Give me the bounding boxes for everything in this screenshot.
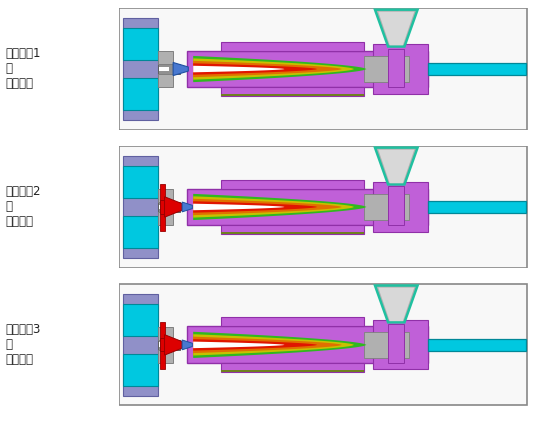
Bar xyxy=(364,57,410,83)
Bar xyxy=(221,232,364,235)
Bar xyxy=(159,68,169,72)
FancyBboxPatch shape xyxy=(120,285,527,405)
Bar xyxy=(428,64,526,76)
Polygon shape xyxy=(193,202,317,213)
Polygon shape xyxy=(193,59,354,80)
Bar xyxy=(221,180,364,189)
Polygon shape xyxy=(193,332,367,358)
Polygon shape xyxy=(193,61,342,78)
Bar xyxy=(160,352,164,369)
Bar xyxy=(388,49,404,88)
Bar xyxy=(428,339,526,351)
Polygon shape xyxy=(193,197,354,218)
Polygon shape xyxy=(378,150,414,184)
Polygon shape xyxy=(193,67,285,73)
FancyBboxPatch shape xyxy=(120,9,527,130)
Bar xyxy=(160,184,164,203)
Bar xyxy=(123,354,157,386)
Bar xyxy=(221,95,364,97)
Polygon shape xyxy=(182,340,192,350)
Bar xyxy=(160,322,164,340)
Bar xyxy=(364,332,410,358)
Bar xyxy=(160,214,164,231)
Bar xyxy=(372,183,428,232)
Bar xyxy=(157,65,180,75)
Bar xyxy=(372,321,428,370)
Text: 注塑过程3
：
保压冷却: 注塑过程3 ： 保压冷却 xyxy=(5,322,41,366)
Bar xyxy=(188,327,428,363)
Bar xyxy=(221,370,364,372)
Bar xyxy=(157,75,173,88)
Bar xyxy=(157,350,173,363)
Bar xyxy=(157,340,180,350)
Polygon shape xyxy=(193,194,367,221)
Bar xyxy=(123,294,157,396)
Polygon shape xyxy=(193,337,342,353)
Polygon shape xyxy=(375,286,418,322)
Polygon shape xyxy=(164,335,182,355)
Bar xyxy=(188,52,428,88)
Bar xyxy=(160,201,164,214)
FancyBboxPatch shape xyxy=(120,147,527,268)
Bar xyxy=(221,88,364,97)
Bar xyxy=(159,343,169,347)
Bar xyxy=(157,190,173,203)
Polygon shape xyxy=(164,197,182,218)
Bar xyxy=(157,52,173,65)
Polygon shape xyxy=(193,342,285,348)
Polygon shape xyxy=(375,148,418,185)
Polygon shape xyxy=(173,63,188,77)
Bar xyxy=(159,205,169,210)
Bar xyxy=(221,363,364,372)
Polygon shape xyxy=(193,335,354,356)
Bar xyxy=(221,226,364,235)
Bar xyxy=(123,216,157,249)
Polygon shape xyxy=(378,12,414,46)
Bar xyxy=(364,194,410,221)
Bar xyxy=(372,45,428,94)
Polygon shape xyxy=(193,57,367,83)
Bar xyxy=(428,202,526,213)
Bar xyxy=(123,29,157,61)
Bar xyxy=(157,212,173,225)
Polygon shape xyxy=(182,203,192,212)
Polygon shape xyxy=(193,200,342,216)
Polygon shape xyxy=(193,64,317,76)
Bar xyxy=(388,325,404,363)
Bar xyxy=(388,187,404,226)
Bar xyxy=(123,19,157,121)
Text: 注塑过程1
：
塑化熔融: 注塑过程1 ： 塑化熔融 xyxy=(5,47,41,90)
Bar xyxy=(123,157,157,258)
Polygon shape xyxy=(193,204,285,211)
Bar xyxy=(188,189,428,226)
Polygon shape xyxy=(378,288,414,321)
Bar xyxy=(160,338,164,352)
Polygon shape xyxy=(193,339,317,351)
Polygon shape xyxy=(375,11,418,47)
Bar xyxy=(221,318,364,327)
Bar xyxy=(123,167,157,199)
Text: 注塑过程2
：
注射进料: 注塑过程2 ： 注射进料 xyxy=(5,185,41,228)
Bar xyxy=(157,327,173,340)
Bar xyxy=(123,79,157,111)
Bar xyxy=(221,43,364,52)
Bar xyxy=(123,304,157,336)
Bar xyxy=(157,203,180,212)
